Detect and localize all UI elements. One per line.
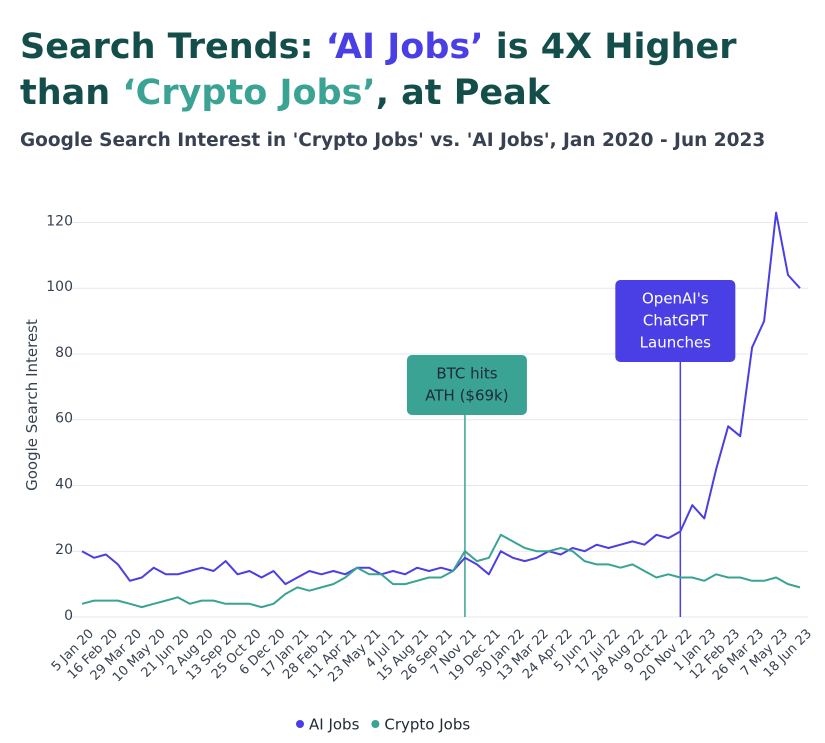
legend-marker <box>296 720 304 728</box>
y-tick-label: 80 <box>55 345 73 361</box>
annotation-box <box>615 280 736 362</box>
legend-label: Crypto Jobs <box>384 716 470 734</box>
y-tick-label: 40 <box>55 476 73 492</box>
y-tick-label: 120 <box>46 213 73 229</box>
line-series <box>81 211 801 586</box>
title-part: Search Trends: <box>20 27 326 67</box>
chart-title: Search Trends: ‘AI Jobs’ is 4X Higher th… <box>20 24 810 116</box>
annotation-text: Launches <box>640 334 712 352</box>
title-part: is 4X Higher than <box>20 27 737 113</box>
title-part: ‘AI Jobs’ <box>325 27 484 67</box>
title-part: ‘Crypto Jobs’ <box>122 73 376 113</box>
legend-label: AI Jobs <box>309 716 360 734</box>
chart-subtitle: Google Search Interest in 'Crypto Jobs' … <box>20 130 766 151</box>
y-axis-label: Google Search Interest <box>23 319 41 491</box>
y-tick-label: 100 <box>46 279 73 295</box>
title-part: , at Peak <box>375 73 551 113</box>
annotation-text: ATH ($69k) <box>425 387 508 405</box>
annotation-text: OpenAI's <box>642 290 709 308</box>
annotation-text: ChatGPT <box>643 312 709 330</box>
annotation-text: BTC hits <box>436 365 497 383</box>
annotation-box <box>406 355 527 415</box>
y-tick-label: 0 <box>64 608 73 624</box>
line-series <box>81 533 801 609</box>
legend-marker <box>371 720 380 728</box>
y-tick-label: 20 <box>55 542 73 558</box>
y-tick-label: 60 <box>55 411 73 427</box>
